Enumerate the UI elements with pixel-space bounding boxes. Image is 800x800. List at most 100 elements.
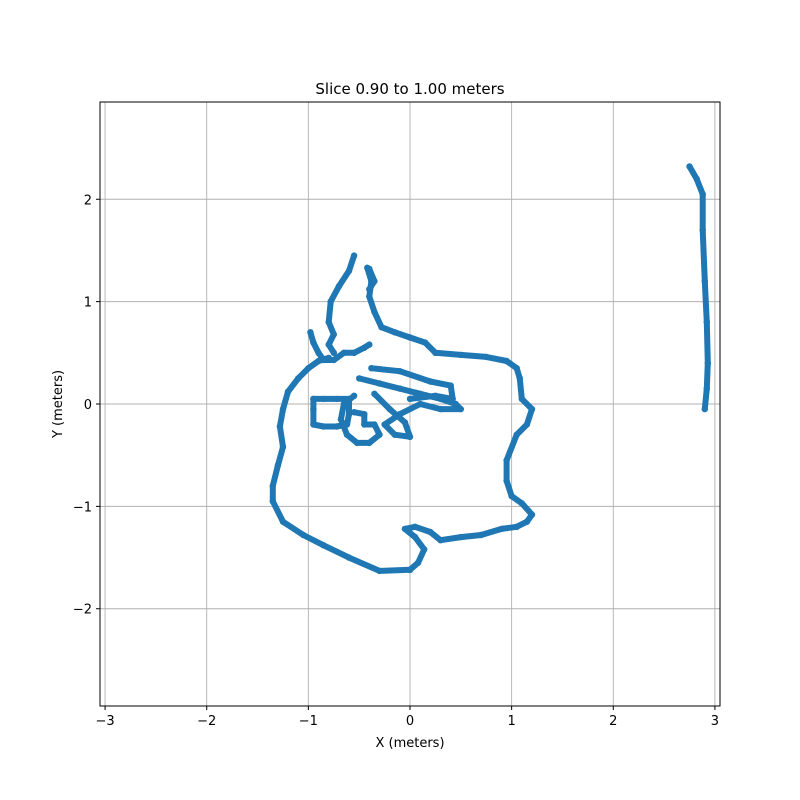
- data-point: [279, 443, 287, 451]
- data-point: [498, 525, 505, 533]
- data-point: [345, 554, 353, 561]
- data-point: [513, 365, 520, 372]
- data-point: [447, 382, 454, 389]
- data-point: [518, 395, 525, 403]
- data-point: [371, 308, 378, 316]
- data-point: [378, 324, 385, 331]
- data-point: [279, 405, 287, 413]
- data-point: [320, 423, 327, 430]
- data-point: [699, 226, 706, 234]
- data-point: [353, 439, 361, 447]
- data-point: [350, 349, 358, 356]
- data-point: [310, 395, 317, 403]
- data-point: [366, 286, 373, 293]
- data-point: [483, 353, 490, 361]
- data-point: [523, 421, 531, 428]
- data-point: [704, 359, 711, 367]
- x-tick-label: −2: [197, 714, 216, 729]
- data-point: [295, 375, 302, 382]
- data-point: [703, 318, 710, 326]
- data-point: [503, 357, 510, 365]
- data-point: [381, 421, 388, 428]
- data-point: [523, 518, 531, 525]
- data-point: [330, 349, 337, 356]
- data-point: [276, 423, 284, 430]
- data-point: [411, 523, 419, 530]
- data-point: [340, 349, 348, 356]
- data-point: [361, 411, 368, 418]
- data-point: [310, 421, 317, 428]
- data-point: [457, 351, 464, 359]
- data-point: [414, 559, 422, 566]
- data-point: [300, 531, 307, 539]
- data-point: [701, 278, 708, 285]
- data-point: [503, 457, 510, 464]
- data-point: [528, 511, 536, 518]
- chart-title: Slice 0.90 to 1.00 meters: [315, 80, 504, 98]
- x-tick-label: 1: [507, 714, 515, 729]
- data-point: [315, 349, 322, 356]
- data-point: [386, 405, 393, 413]
- data-point: [269, 482, 276, 490]
- data-point: [437, 537, 444, 544]
- data-point: [356, 375, 363, 382]
- data-point: [366, 265, 373, 273]
- x-tick-label: 0: [406, 714, 414, 729]
- data-point: [406, 566, 414, 573]
- data-point: [513, 431, 520, 438]
- data-point: [376, 431, 383, 438]
- data-point: [327, 298, 334, 305]
- data-point: [320, 395, 327, 403]
- data-point: [508, 492, 515, 500]
- data-point: [330, 356, 337, 364]
- data-point: [396, 411, 403, 418]
- data-point: [325, 318, 332, 326]
- data-point: [320, 542, 327, 549]
- data-point: [396, 385, 403, 392]
- data-point: [391, 431, 398, 438]
- y-tick-label: 2: [84, 193, 92, 208]
- y-tick-label: −1: [73, 500, 92, 515]
- data-point: [350, 409, 358, 416]
- data-point: [345, 411, 353, 418]
- data-point: [432, 392, 439, 399]
- data-point: [284, 388, 292, 395]
- data-point: [340, 400, 348, 408]
- y-tick-label: 1: [84, 296, 92, 311]
- data-point: [366, 341, 373, 348]
- data-point: [396, 368, 403, 375]
- data-point: [401, 525, 409, 533]
- data-point: [457, 533, 464, 541]
- data-point: [503, 477, 510, 484]
- x-tick-label: 2: [609, 714, 617, 729]
- data-point: [406, 395, 414, 403]
- data-point: [310, 405, 317, 413]
- data-point: [371, 421, 378, 428]
- y-tick-label: 0: [84, 398, 92, 413]
- data-point: [427, 378, 434, 385]
- x-tick-label: −3: [95, 714, 114, 729]
- y-axis-label: Y (meters): [51, 370, 66, 439]
- data-point: [391, 329, 398, 336]
- data-point: [376, 567, 383, 575]
- data-point: [366, 439, 373, 447]
- data-point: [437, 405, 444, 413]
- data-point: [449, 395, 456, 403]
- data-point: [333, 423, 340, 430]
- data-point: [422, 339, 429, 346]
- data-point: [406, 334, 414, 341]
- x-axis-label: X (meters): [375, 736, 444, 751]
- data-point: [693, 175, 700, 182]
- data-point: [274, 462, 282, 469]
- data-point: [366, 293, 373, 300]
- data-point: [703, 385, 710, 392]
- data-point: [518, 500, 525, 507]
- data-points: [269, 163, 711, 575]
- data-point: [513, 523, 520, 530]
- x-tick-label: 3: [711, 714, 719, 729]
- data-point: [335, 283, 343, 290]
- data-point: [279, 518, 287, 525]
- data-point: [528, 405, 536, 413]
- data-point: [307, 329, 314, 336]
- data-point: [305, 365, 312, 372]
